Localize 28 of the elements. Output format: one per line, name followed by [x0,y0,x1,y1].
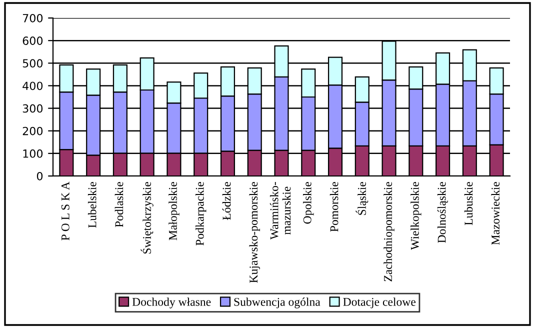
y-tick-label: 400 [22,82,43,90]
y-tick-label: 300 [22,104,43,113]
x-tick-label: Wielkopolskie [410,182,422,250]
y-tick-label: 700 [22,14,43,22]
x-tick-label: Warmińsko- mazurskie [270,182,291,240]
y-tick-label: 100 [23,149,43,158]
legend-label: Dotacje celowe [343,298,416,308]
x-tick-label: Lubelskie [88,182,96,228]
x-tick-label: Pomorskie [330,182,338,232]
x-tick-label: P O L S K A [61,182,70,240]
y-tick-label: 500 [22,59,43,68]
x-tick-label: Łódzkie [222,182,231,220]
legend-label: Subwencja ogólna [234,298,320,308]
x-tick-label: Zachodniopomorskie [384,182,394,282]
x-tick-label: Świętokrzyskie [140,182,154,254]
x-tick-label: Dolnośląskie [437,182,448,243]
y-tick-label: 200 [22,126,43,136]
x-tick-label: Śląskie [356,182,368,215]
x-tick-label: Małopolskie [168,182,180,240]
y-tick-label: 0 [36,172,43,180]
x-tick-label: Kujawsko-pomorskie [249,182,260,283]
y-tick-label: 600 [22,36,43,45]
legend-label: Dochody własne [132,298,211,308]
x-tick-label: Podkarpackie [196,182,206,246]
x-tick-label: Podlaskie [114,182,124,228]
x-tick-label: Lubuskie [464,182,473,226]
x-tick-label: Mazowieckie [491,182,500,245]
x-tick-label: Opolskie [303,182,314,224]
